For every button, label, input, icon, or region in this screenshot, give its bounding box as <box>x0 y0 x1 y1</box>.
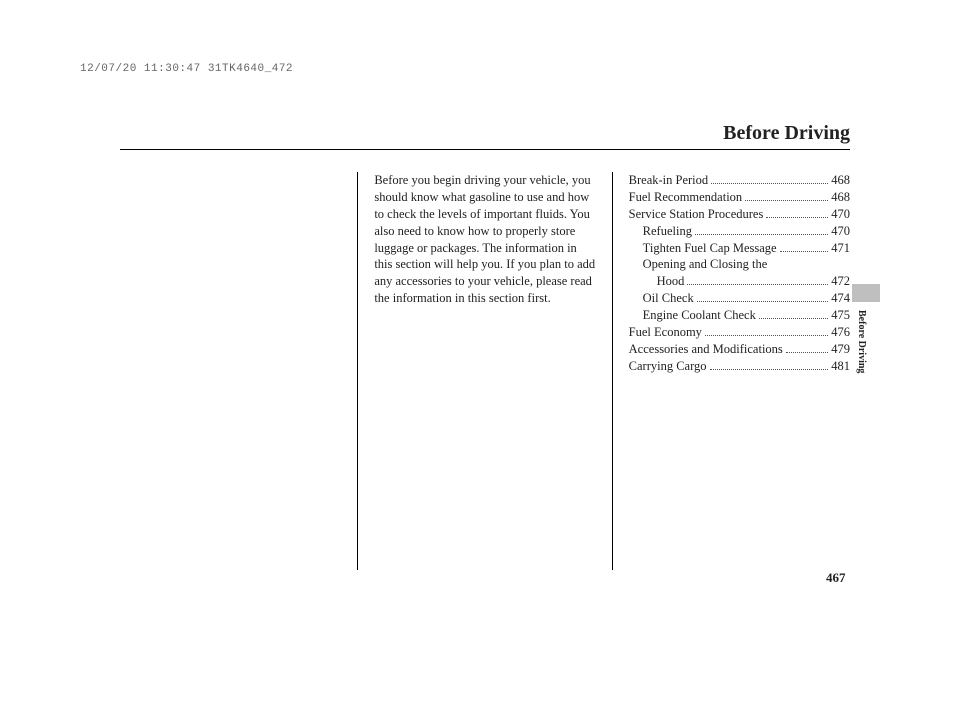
toc-page: 481 <box>831 358 850 375</box>
toc-label: Tighten Fuel Cap Message <box>643 240 777 257</box>
toc-dots <box>766 217 828 218</box>
toc-page: 476 <box>831 324 850 341</box>
toc-label: Accessories and Modifications <box>629 341 783 358</box>
toc-dots <box>705 335 828 336</box>
toc-label: Refueling <box>643 223 692 240</box>
toc-dots <box>711 183 828 184</box>
toc-row: Tighten Fuel Cap Message 471 <box>629 240 850 257</box>
toc-page: 479 <box>831 341 850 358</box>
toc-label: Service Station Procedures <box>629 206 764 223</box>
toc-dots <box>745 200 828 201</box>
toc-page: 468 <box>831 172 850 189</box>
column-right-toc: Break-in Period 468 Fuel Recommendation 468… <box>613 172 850 570</box>
toc-row: Fuel Economy 476 <box>629 324 850 341</box>
toc-page: 470 <box>831 206 850 223</box>
page-number: 467 <box>826 570 846 586</box>
toc-row: Carrying Cargo 481 <box>629 358 850 375</box>
toc-dots <box>780 251 829 252</box>
page-content: Before Driving Before you begin driving … <box>120 122 850 570</box>
toc-dots <box>786 352 828 353</box>
column-left <box>120 172 358 570</box>
toc-label: Opening and Closing the <box>643 256 768 273</box>
toc-page: 474 <box>831 290 850 307</box>
toc-row: Accessories and Modifications 479 <box>629 341 850 358</box>
toc-page: 472 <box>831 273 850 290</box>
toc-row: Fuel Recommendation 468 <box>629 189 850 206</box>
toc-label: Carrying Cargo <box>629 358 707 375</box>
page-header: Before Driving <box>120 122 850 150</box>
toc-label: Engine Coolant Check <box>643 307 756 324</box>
toc-dots <box>697 301 829 302</box>
toc-label: Fuel Recommendation <box>629 189 743 206</box>
page-title: Before Driving <box>120 122 850 145</box>
toc-page: 471 <box>831 240 850 257</box>
side-tab <box>852 284 880 302</box>
timestamp-text: 12/07/20 11:30:47 31TK4640_472 <box>80 63 293 75</box>
intro-paragraph: Before you begin driving your vehicle, y… <box>374 172 595 307</box>
toc-dots <box>710 369 829 370</box>
toc-label: Hood <box>657 273 685 290</box>
toc-row: Oil Check 474 <box>629 290 850 307</box>
columns: Before you begin driving your vehicle, y… <box>120 172 850 570</box>
toc-page: 470 <box>831 223 850 240</box>
toc-label: Break-in Period <box>629 172 709 189</box>
toc-row: Service Station Procedures 470 <box>629 206 850 223</box>
toc-dots <box>687 284 828 285</box>
toc-row: Break-in Period 468 <box>629 172 850 189</box>
toc-row: Refueling 470 <box>629 223 850 240</box>
toc-row: Hood 472 <box>629 273 850 290</box>
toc-row: Engine Coolant Check 475 <box>629 307 850 324</box>
side-label: Before Driving <box>856 310 867 373</box>
toc-dots <box>695 234 828 235</box>
toc-row: Opening and Closing the <box>629 256 850 273</box>
toc-label: Oil Check <box>643 290 694 307</box>
toc-label: Fuel Economy <box>629 324 702 341</box>
toc-dots <box>759 318 828 319</box>
toc-page: 468 <box>831 189 850 206</box>
column-middle: Before you begin driving your vehicle, y… <box>358 172 612 570</box>
toc-page: 475 <box>831 307 850 324</box>
